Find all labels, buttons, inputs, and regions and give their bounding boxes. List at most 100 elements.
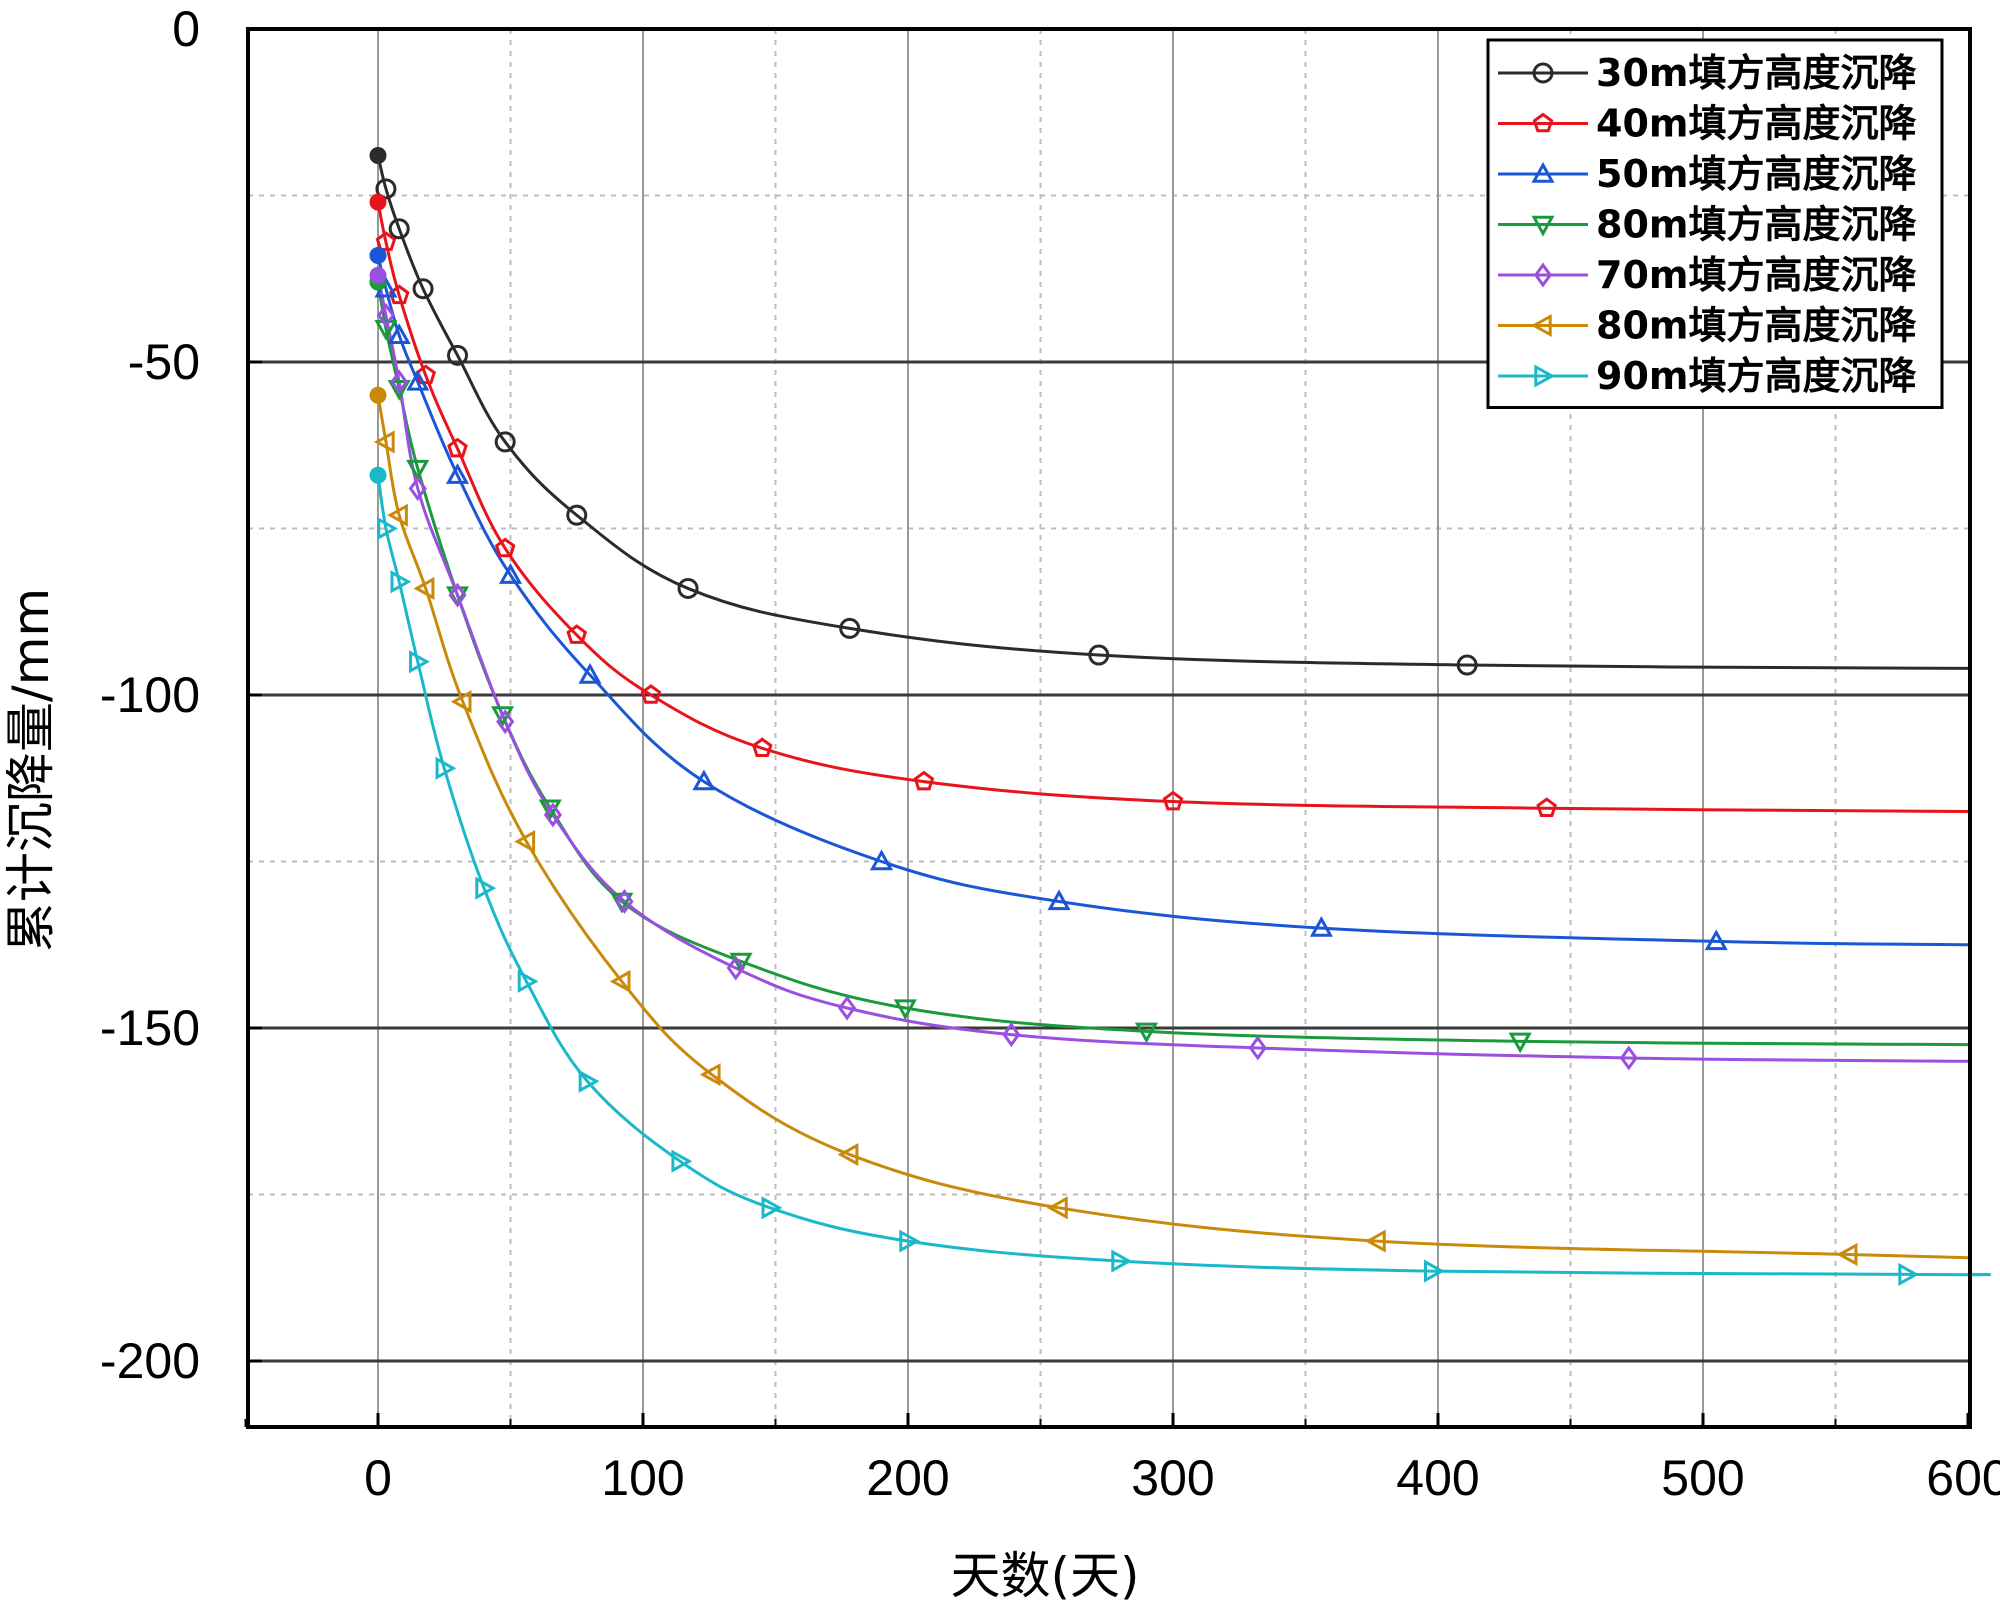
data-point-series-2 bbox=[447, 437, 468, 458]
data-point-series-2 bbox=[751, 737, 773, 758]
series-lines bbox=[376, 155, 1991, 1277]
series-markers bbox=[369, 147, 1920, 1286]
data-point-series-3 bbox=[1309, 916, 1333, 937]
data-point-series-3 bbox=[692, 769, 716, 791]
data-point-series-1 bbox=[1088, 644, 1110, 666]
legend-label-3: 50m填方高度沉降 bbox=[1596, 152, 1916, 196]
data-point-series-2 bbox=[1536, 797, 1557, 818]
x-tick-label: 100 bbox=[601, 1450, 684, 1506]
data-point-series-6 bbox=[837, 1142, 859, 1167]
data-point-series-1 bbox=[494, 431, 516, 453]
data-point-series-3 bbox=[498, 563, 523, 584]
series-line-5 bbox=[376, 275, 1969, 1063]
data-point-series-6 bbox=[1836, 1242, 1858, 1266]
series-start-point-2 bbox=[369, 193, 387, 211]
legend-label-2: 40m填方高度沉降 bbox=[1596, 102, 1916, 146]
data-point-series-6 bbox=[514, 829, 536, 854]
data-point-series-3 bbox=[1704, 929, 1728, 951]
legend-label-6: 80m填方高度沉降 bbox=[1596, 304, 1916, 348]
data-point-series-1 bbox=[566, 504, 588, 526]
legend: 30m填方高度沉降 40m填方高度沉降 50m填方高度沉降 80m填方高度沉降 70m填… bbox=[1486, 38, 1944, 409]
data-point-series-1 bbox=[447, 344, 468, 366]
data-point-series-4 bbox=[406, 459, 430, 481]
data-point-series-7 bbox=[409, 650, 430, 674]
plot-frame bbox=[246, 27, 1972, 1429]
data-point-series-1 bbox=[839, 617, 861, 639]
data-point-series-2 bbox=[640, 684, 662, 704]
x-axis-title: 天数(天) bbox=[950, 1547, 1139, 1605]
data-point-series-6 bbox=[1364, 1229, 1386, 1253]
series-start-point-3 bbox=[369, 246, 387, 264]
data-point-series-1 bbox=[677, 577, 699, 599]
data-point-series-6 bbox=[1046, 1196, 1068, 1220]
data-point-series-5 bbox=[543, 802, 562, 828]
y-tick-label: 0 bbox=[172, 1, 200, 57]
data-point-series-6 bbox=[413, 576, 435, 600]
y-tick-label: -50 bbox=[128, 334, 200, 390]
data-point-series-6 bbox=[609, 969, 631, 993]
data-point-series-3 bbox=[387, 323, 411, 345]
data-point-series-5 bbox=[496, 709, 515, 735]
legend-marker-1 bbox=[1532, 62, 1554, 84]
data-point-series-6 bbox=[699, 1063, 721, 1087]
y-tick-label: -150 bbox=[100, 1000, 200, 1056]
legend-marker-7 bbox=[1534, 364, 1556, 388]
data-point-series-5 bbox=[448, 582, 467, 608]
data-point-series-1 bbox=[1456, 654, 1478, 676]
legend-label-7: 90m填方高度沉降 bbox=[1596, 354, 1916, 398]
data-point-series-7 bbox=[390, 570, 412, 594]
legend-marker-3 bbox=[1531, 161, 1555, 183]
data-point-series-3 bbox=[445, 463, 470, 484]
data-point-series-7 bbox=[1898, 1262, 1920, 1286]
data-point-series-2 bbox=[375, 231, 397, 251]
x-tick-label: 400 bbox=[1396, 1450, 1479, 1506]
series-start-point-7 bbox=[369, 466, 387, 484]
series-line-3 bbox=[376, 255, 1969, 947]
data-point-series-5 bbox=[408, 476, 427, 501]
legend-marker-6 bbox=[1530, 313, 1552, 338]
data-point-series-2 bbox=[494, 537, 516, 558]
legend-label-4: 80m填方高度沉降 bbox=[1596, 203, 1916, 247]
data-point-series-7 bbox=[435, 756, 457, 780]
series-line-6 bbox=[376, 395, 1969, 1260]
legend-label-5: 70m填方高度沉降 bbox=[1596, 253, 1916, 297]
data-point-series-4 bbox=[445, 586, 470, 608]
data-point-series-4 bbox=[893, 999, 917, 1021]
x-tick-label: 500 bbox=[1661, 1450, 1744, 1506]
data-point-series-6 bbox=[373, 430, 395, 454]
data-point-series-7 bbox=[517, 969, 539, 993]
data-point-series-6 bbox=[450, 690, 472, 714]
legend-label-1: 30m填方高度沉降 bbox=[1596, 51, 1916, 95]
data-point-series-1 bbox=[412, 278, 434, 300]
data-point-series-3 bbox=[1047, 889, 1071, 911]
data-point-series-4 bbox=[387, 379, 411, 401]
data-point-series-5 bbox=[615, 889, 634, 914]
data-point-series-3 bbox=[406, 369, 430, 391]
data-point-series-5 bbox=[837, 995, 857, 1021]
data-point-series-7 bbox=[578, 1069, 600, 1093]
data-point-series-7 bbox=[475, 876, 497, 900]
data-point-series-2 bbox=[913, 770, 935, 791]
x-axis-ticks: 0 100 200 300 400 500 600 bbox=[244, 1413, 2000, 1506]
data-point-series-7 bbox=[377, 516, 399, 541]
data-point-series-7 bbox=[899, 1229, 921, 1253]
y-tick-label: -200 bbox=[100, 1333, 200, 1389]
y-tick-label: -100 bbox=[100, 667, 200, 723]
data-point-series-5 bbox=[390, 369, 409, 395]
data-point-series-6 bbox=[387, 503, 408, 527]
data-point-series-7 bbox=[761, 1196, 783, 1220]
data-point-series-3 bbox=[578, 662, 602, 684]
data-point-series-5 bbox=[1619, 1045, 1638, 1071]
x-tick-label: 200 bbox=[866, 1450, 949, 1506]
legend-marker-2 bbox=[1532, 112, 1554, 133]
data-point-series-1 bbox=[388, 218, 410, 240]
data-point-series-7 bbox=[671, 1149, 693, 1173]
data-point-series-1 bbox=[375, 178, 397, 200]
data-point-series-2 bbox=[1162, 790, 1184, 811]
data-point-series-5 bbox=[376, 302, 396, 328]
data-point-series-3 bbox=[869, 849, 894, 871]
data-point-series-7 bbox=[1424, 1259, 1445, 1283]
y-axis-title: 累计沉降量/mm bbox=[2, 588, 60, 952]
data-point-series-5 bbox=[1002, 1022, 1021, 1048]
data-point-series-4 bbox=[374, 320, 398, 341]
